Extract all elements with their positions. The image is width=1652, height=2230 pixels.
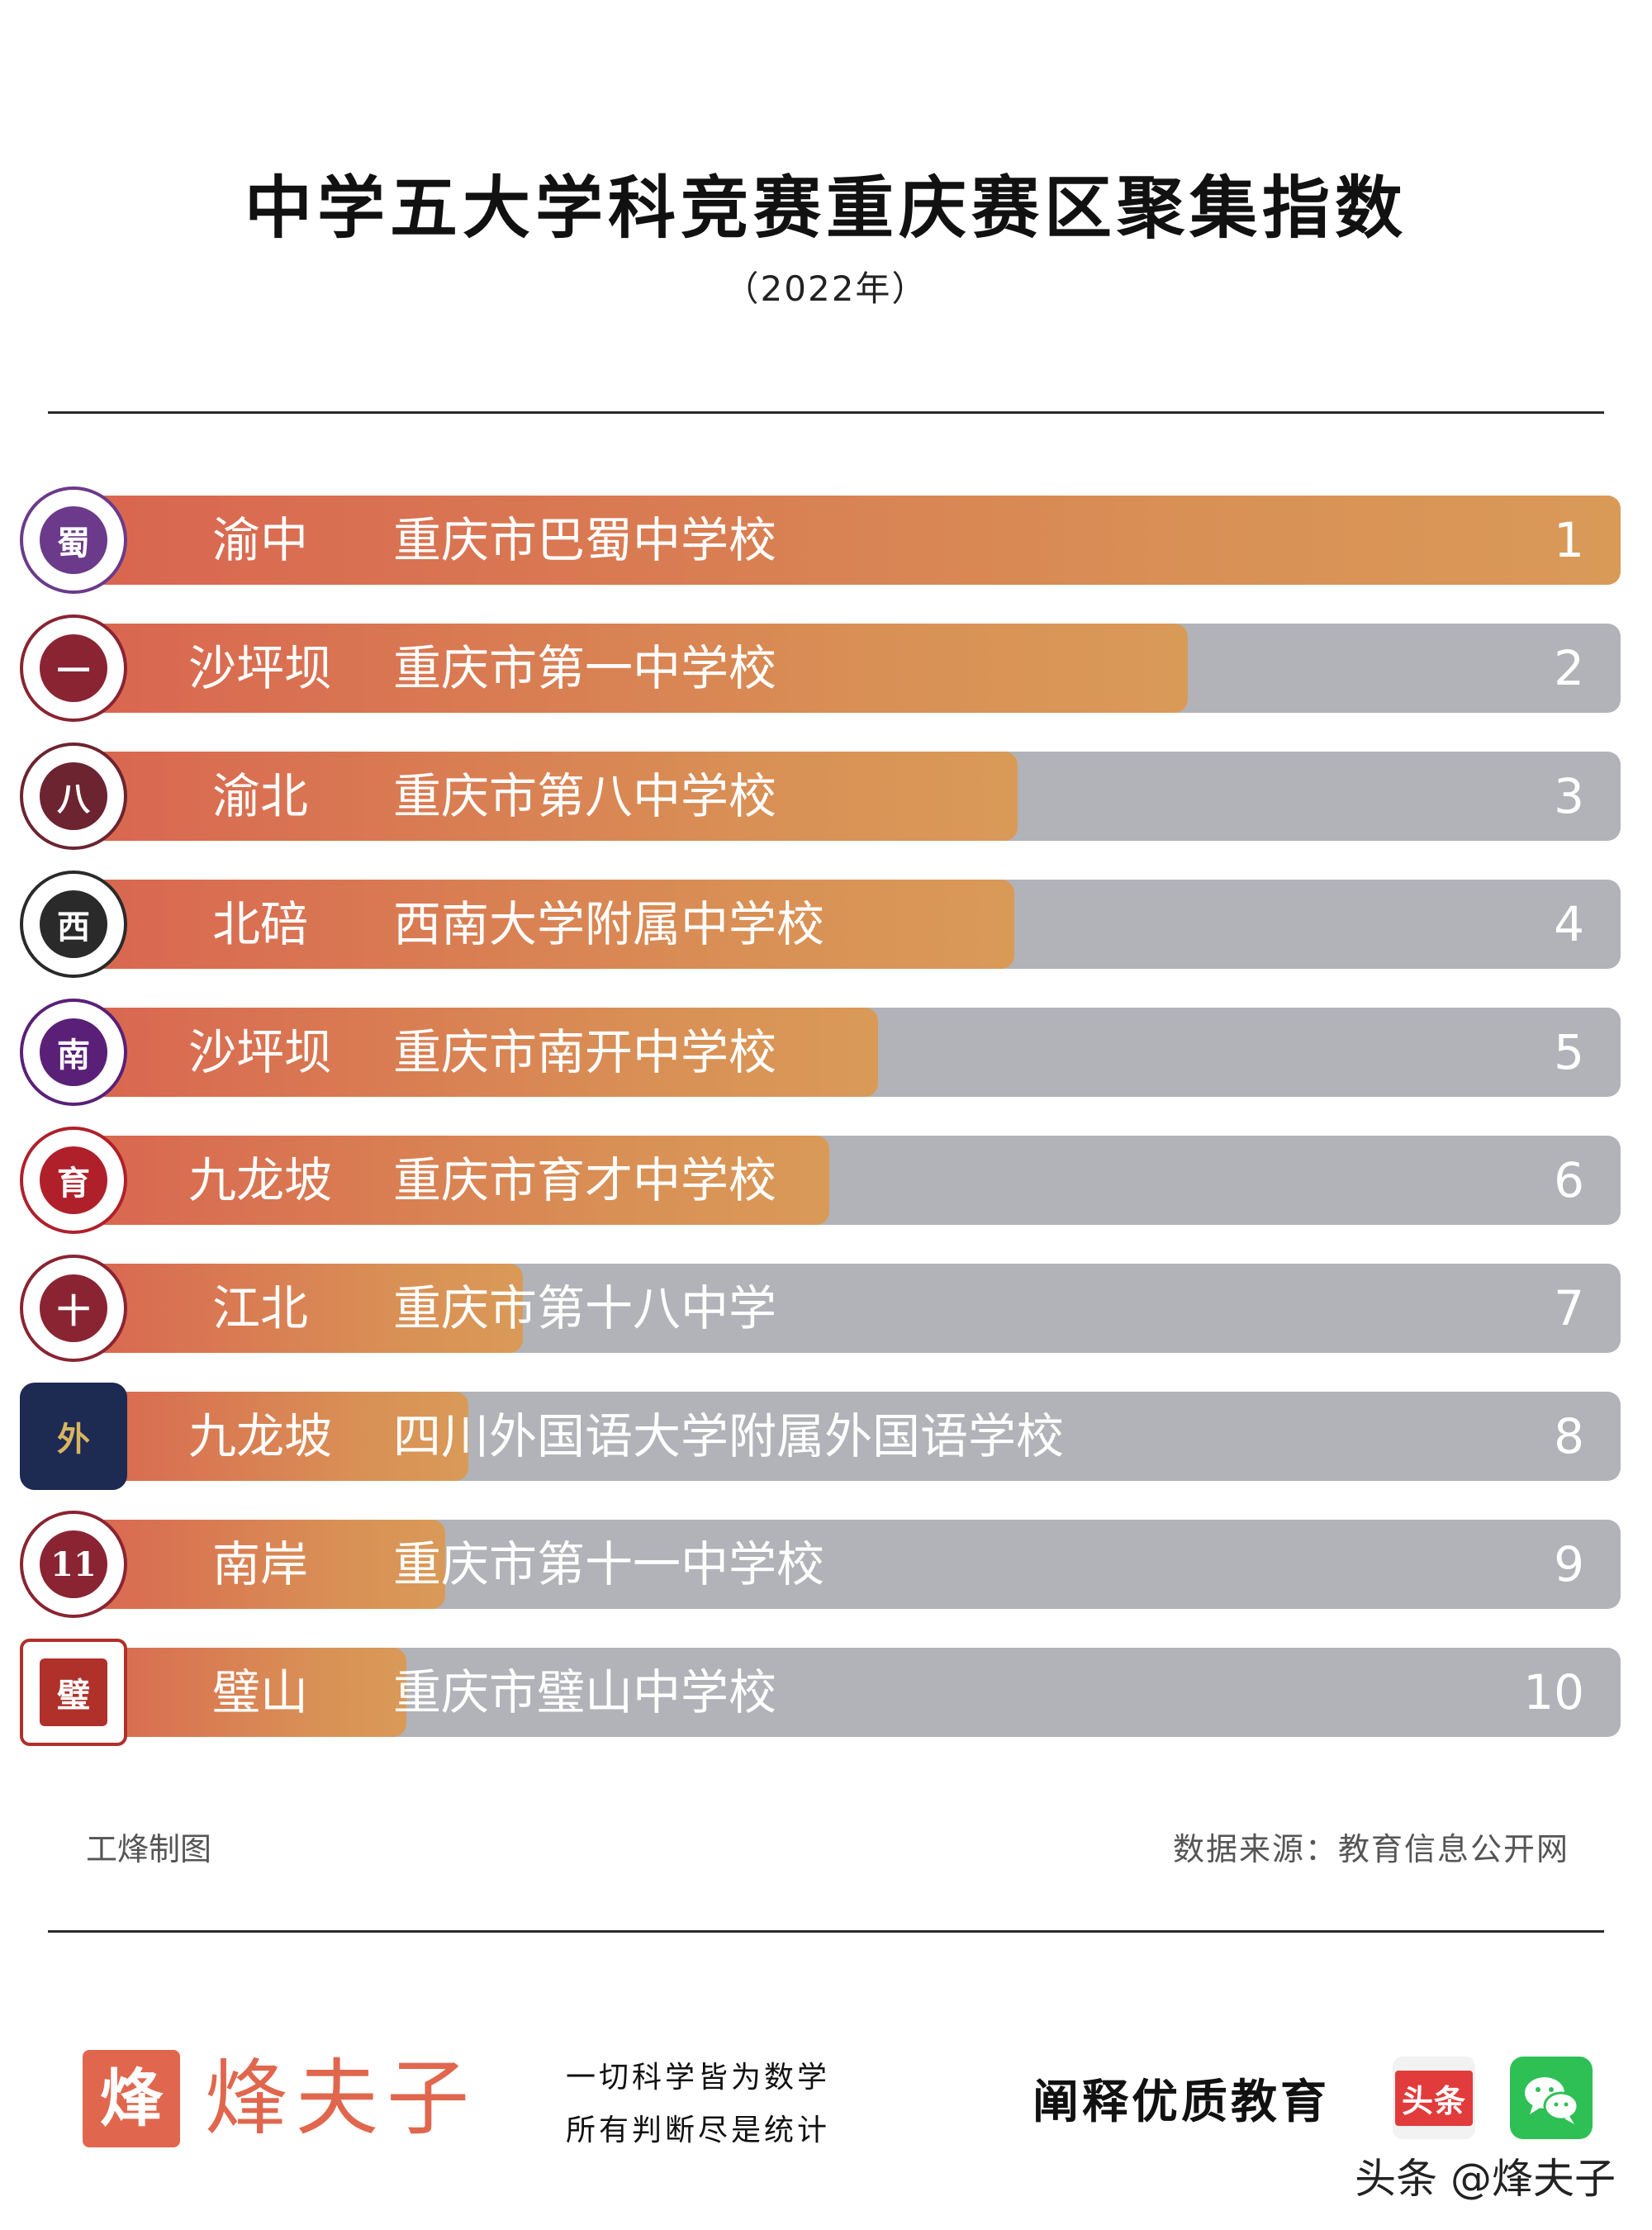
rank-label: 7 bbox=[1554, 1280, 1584, 1336]
brand-logo-icon: 烽 bbox=[83, 2050, 180, 2147]
chart-row: 十 江北 重庆市第十八中学 7 bbox=[0, 1255, 1652, 1362]
school-label: 重庆市育才中学校 bbox=[393, 1152, 777, 1208]
bar-fill bbox=[74, 880, 1014, 969]
chart-row: 西 北碚 西南大学附属中学校 4 bbox=[0, 871, 1652, 978]
nankai-logo-icon: 南 bbox=[20, 999, 127, 1106]
chart-row: 育 九龙坡 重庆市育才中学校 6 bbox=[0, 1127, 1652, 1234]
district-label: 沙坪坝 bbox=[188, 1024, 332, 1080]
bottom-divider bbox=[48, 1930, 1604, 1933]
rank-label: 3 bbox=[1554, 768, 1584, 824]
chart-maker-credit: 工烽制图 bbox=[86, 1831, 212, 1867]
rank-label: 5 bbox=[1554, 1024, 1584, 1080]
bar-fill bbox=[74, 1520, 445, 1609]
rank-label: 10 bbox=[1523, 1664, 1584, 1720]
district-label: 江北 bbox=[211, 1280, 308, 1336]
school-label: 重庆市第十八中学 bbox=[393, 1280, 777, 1336]
bar-fill bbox=[74, 1392, 468, 1481]
slogan-line-1: 一切科学皆为数学 bbox=[566, 2061, 831, 2095]
logo-emblem: 十 bbox=[40, 1274, 107, 1342]
logo-emblem: 南 bbox=[40, 1018, 107, 1086]
swu-affiliated-logo-icon: 西 bbox=[20, 871, 127, 978]
bar-fill bbox=[74, 496, 1621, 585]
bishan-logo-icon: 璧 bbox=[20, 1639, 127, 1746]
rank-label: 6 bbox=[1554, 1152, 1584, 1208]
bar-fill bbox=[74, 1264, 523, 1353]
chart-row: 蜀 渝中 重庆市巴蜀中学校 1 bbox=[0, 486, 1652, 594]
toutiao-watermark: 头条 @烽夫子 bbox=[1355, 2155, 1616, 2203]
chongqing-no1-logo-icon: 一 bbox=[20, 614, 127, 722]
district-label: 璧山 bbox=[211, 1664, 308, 1720]
chart-row: 11 南岸 重庆市第十一中学校 9 bbox=[0, 1511, 1652, 1618]
chart-row: 南 沙坪坝 重庆市南开中学校 5 bbox=[0, 999, 1652, 1106]
chart-subtitle: （2022年） bbox=[724, 268, 928, 309]
school-label: 重庆市南开中学校 bbox=[393, 1024, 777, 1080]
logo-emblem: 璧 bbox=[40, 1658, 107, 1726]
sisu-foreign-language-logo-icon: 外 bbox=[20, 1383, 127, 1490]
yucai-logo-icon: 育 bbox=[20, 1127, 127, 1234]
school-label: 重庆市璧山中学校 bbox=[393, 1664, 777, 1720]
chart-title: 中学五大学科竞赛重庆赛区聚集指数 bbox=[244, 169, 1408, 248]
district-label: 渝中 bbox=[211, 512, 308, 568]
district-label: 南岸 bbox=[211, 1536, 308, 1592]
slogan-line-2: 所有判断尽是统计 bbox=[566, 2114, 831, 2147]
school-label: 重庆市第一中学校 bbox=[393, 640, 777, 696]
logo-emblem: 外 bbox=[40, 1402, 107, 1470]
school-label: 重庆市第十一中学校 bbox=[393, 1536, 825, 1592]
school-label: 四川外国语大学附属外国语学校 bbox=[393, 1408, 1065, 1464]
school-label: 重庆市第八中学校 bbox=[393, 768, 777, 824]
district-label: 北碚 bbox=[211, 896, 308, 952]
bar-fill bbox=[74, 1136, 829, 1225]
chongqing-no8-logo-icon: 八 bbox=[20, 743, 127, 850]
rank-label: 1 bbox=[1554, 512, 1584, 568]
rank-label: 4 bbox=[1554, 896, 1584, 952]
logo-emblem: 11 bbox=[40, 1530, 107, 1598]
district-label: 九龙坡 bbox=[188, 1408, 332, 1464]
ranking-bar-chart: 蜀渝中 重庆市巴蜀中学校 1 一沙坪坝 重庆市第一中学校 2 八渝北 重庆市第八中学校 3 西北碚… bbox=[0, 486, 1652, 1746]
school-label: 西南大学附属中学校 bbox=[393, 896, 825, 952]
chart-row: 璧 璧山 重庆市璧山中学校 10 bbox=[0, 1639, 1652, 1746]
chongqing-no18-logo-icon: 十 bbox=[20, 1255, 127, 1362]
bashu-logo-icon: 蜀 bbox=[20, 486, 127, 594]
logo-emblem: 育 bbox=[40, 1146, 107, 1214]
rank-label: 8 bbox=[1554, 1408, 1584, 1464]
chart-row: 八 渝北 重庆市第八中学校 3 bbox=[0, 743, 1652, 850]
chart-row: 一 沙坪坝 重庆市第一中学校 2 bbox=[0, 614, 1652, 722]
rank-label: 9 bbox=[1554, 1536, 1584, 1592]
top-divider bbox=[48, 411, 1604, 414]
brand-tagline: 阐释优质教育 bbox=[1032, 2076, 1330, 2129]
bar-fill bbox=[74, 1648, 406, 1737]
rank-label: 2 bbox=[1554, 640, 1584, 696]
brand-name: 烽夫子 bbox=[205, 2050, 477, 2147]
district-label: 渝北 bbox=[211, 768, 308, 824]
district-label: 九龙坡 bbox=[188, 1152, 332, 1208]
chongqing-no11-logo-icon: 11 bbox=[20, 1511, 127, 1618]
bar-fill bbox=[74, 624, 1188, 713]
toutiao-app-icon: 头条 bbox=[1393, 2057, 1475, 2139]
school-label: 重庆市巴蜀中学校 bbox=[393, 512, 777, 568]
toutiao-label: 头条 bbox=[1394, 2070, 1473, 2126]
logo-emblem: 八 bbox=[40, 762, 107, 830]
bar-fill bbox=[74, 752, 1018, 841]
logo-emblem: 西 bbox=[40, 890, 107, 958]
logo-emblem: 一 bbox=[40, 634, 107, 702]
district-label: 沙坪坝 bbox=[188, 640, 332, 696]
data-source: 数据来源：教育信息公开网 bbox=[1172, 1831, 1569, 1867]
chart-row: 外 九龙坡 四川外国语大学附属外国语学校 8 bbox=[0, 1383, 1652, 1490]
bar-fill bbox=[74, 1008, 878, 1097]
wechat-icon bbox=[1510, 2057, 1593, 2139]
logo-emblem: 蜀 bbox=[40, 506, 107, 574]
wechat-bubbles-icon bbox=[1525, 2077, 1579, 2124]
